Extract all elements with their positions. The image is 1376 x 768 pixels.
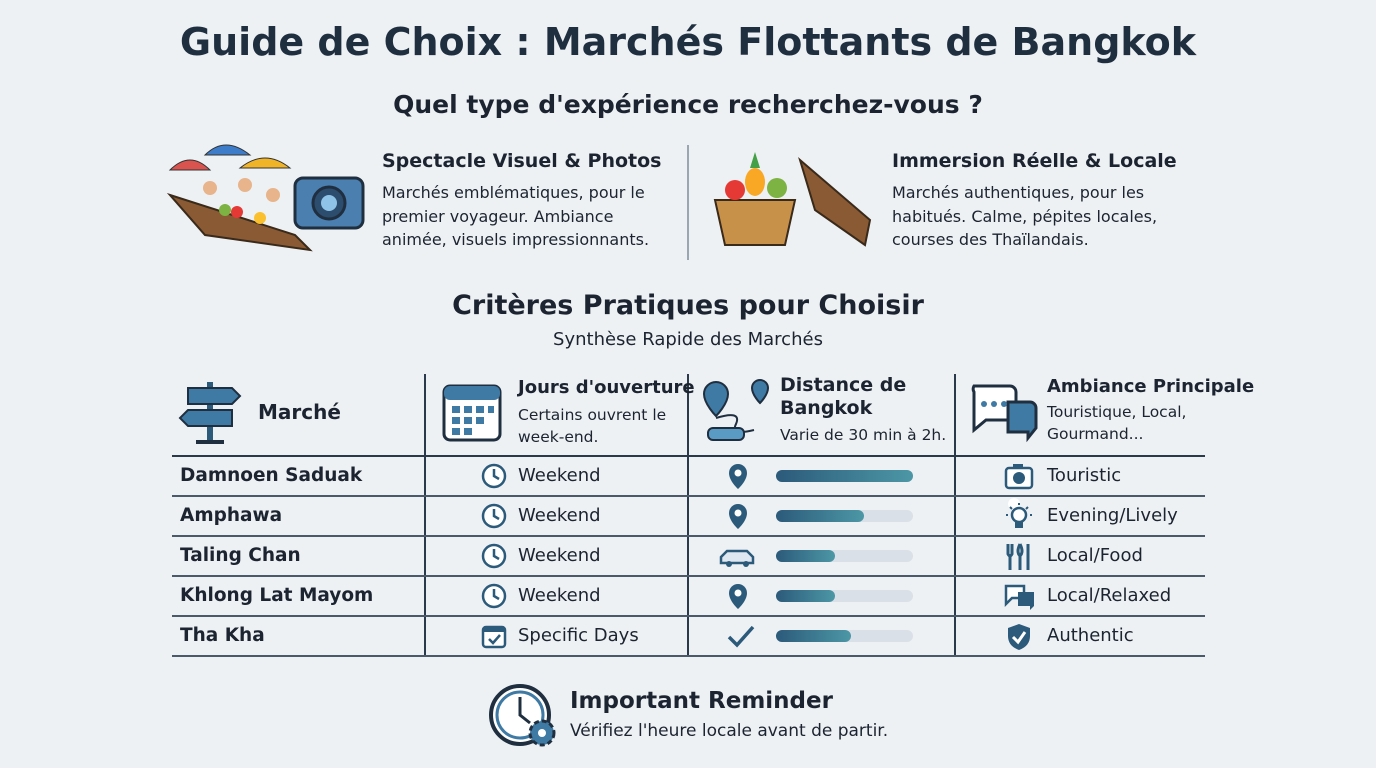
ambiance-icon (1006, 498, 1032, 528)
market-name: Amphawa (180, 505, 283, 526)
column-divider (687, 374, 689, 656)
ambiance-icon (1004, 464, 1034, 490)
distance-bar (776, 470, 913, 482)
basket-illustration (713, 152, 872, 247)
row-rule (172, 615, 1205, 617)
distance-bar (776, 550, 835, 562)
distance-icon (729, 584, 747, 609)
boat-illustration (166, 144, 365, 252)
open-days: Specific Days (518, 625, 639, 646)
distance-icon (729, 504, 747, 529)
experience-text: Marchés emblématiques, pour le premier v… (382, 183, 650, 249)
ambiance: Evening/Lively (1047, 505, 1178, 526)
header-note: Touristique, Local, Gourmand... (1047, 403, 1187, 443)
question: Quel type d'expérience recherchez-vous ? (393, 90, 983, 119)
reminder-title: Important Reminder (570, 688, 833, 714)
header-title: Marché (258, 400, 341, 424)
days-icon (481, 463, 507, 489)
divider (687, 145, 689, 260)
calendar-icon (442, 384, 502, 442)
experience-title: Spectacle Visuel & Photos (382, 150, 662, 172)
title: Guide de Choix : Marchés Flottants de Ba… (179, 20, 1197, 64)
row-rule (172, 535, 1205, 537)
open-days: Weekend (518, 545, 601, 566)
route-icon (702, 378, 770, 441)
experience-title: Immersion Réelle & Locale (892, 150, 1177, 172)
ambiance: Local/Relaxed (1047, 585, 1172, 606)
days-icon (481, 583, 507, 609)
ambiance: Touristic (1047, 465, 1122, 486)
distance-icon (729, 464, 747, 489)
column-divider (954, 374, 956, 656)
header-title: Jours d'ouverture (518, 377, 695, 398)
criteria-subtitle: Synthèse Rapide des Marchés (553, 329, 823, 350)
distance-icon (727, 625, 755, 648)
distance-bar (776, 510, 864, 522)
ambiance-icon (1004, 584, 1034, 610)
market-name: Khlong Lat Mayom (180, 585, 374, 606)
open-days: Weekend (518, 505, 601, 526)
header-note: Varie de 30 min à 2h. (780, 426, 947, 444)
row-rule (172, 655, 1205, 657)
ambiance: Authentic (1047, 625, 1134, 646)
market-name: Damnoen Saduak (180, 465, 363, 486)
market-name: Taling Chan (180, 545, 301, 566)
header-title: Distance de Bangkok (780, 374, 907, 419)
days-icon (481, 625, 507, 649)
column-divider (424, 374, 426, 656)
open-days: Weekend (518, 465, 601, 486)
header-note: Certains ouvrent le week-end. (518, 406, 667, 446)
reminder-text: Vérifiez l'heure locale avant de partir. (570, 721, 889, 741)
open-days: Weekend (518, 585, 601, 606)
header-rule (172, 455, 1205, 457)
ambiance: Local/Food (1047, 545, 1143, 566)
experience-text: Marchés authentiques, pour les habitués.… (892, 183, 1158, 249)
row-rule (172, 495, 1205, 497)
criteria-title: Critères Pratiques pour Choisir (452, 290, 924, 321)
row-rule (172, 575, 1205, 577)
distance-bar (776, 630, 852, 642)
distance-icon (719, 549, 755, 567)
signpost-icon (178, 382, 242, 444)
header-title: Ambiance Principale (1047, 376, 1255, 397)
market-name: Tha Kha (180, 625, 265, 646)
distance-bar (776, 590, 835, 602)
days-icon (481, 543, 507, 569)
days-icon (481, 503, 507, 529)
chat-icon (971, 384, 1038, 443)
clock-gear-icon (489, 684, 556, 747)
ambiance-icon (1006, 543, 1030, 570)
ambiance-icon (1008, 624, 1030, 650)
